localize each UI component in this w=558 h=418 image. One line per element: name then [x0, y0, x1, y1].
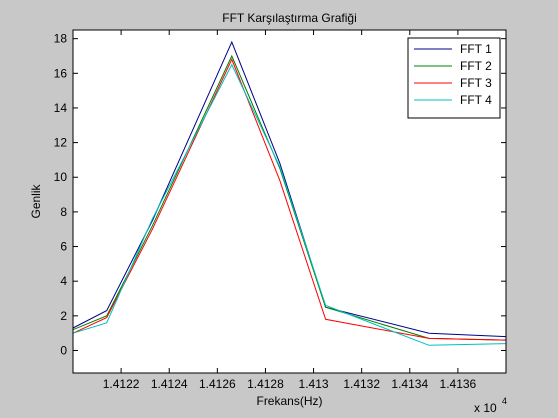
- x-tick-label: 1.4126: [199, 377, 236, 391]
- y-tick-label: 0: [60, 343, 67, 357]
- y-tick-label: 10: [54, 170, 68, 184]
- y-tick-label: 4: [60, 274, 67, 288]
- ticks-layer: 1.4122 1.4124 1.4126 1.4128 1.413 1.4132 1.413…: [54, 30, 506, 391]
- x-tick-label: 1.413: [299, 377, 329, 391]
- x-tick-label: 1.4136: [440, 377, 477, 391]
- y-axis-label: Genlik: [29, 183, 43, 218]
- x-axis-label: Frekans(Hz): [256, 394, 322, 408]
- legend-label-fft-4: FFT 4: [460, 93, 492, 107]
- x-tick-label: 1.4124: [151, 377, 188, 391]
- x-tick-label: 1.4134: [391, 377, 428, 391]
- legend-box: [407, 37, 501, 119]
- x-tick-label: 1.4122: [103, 377, 140, 391]
- legend-label-fft-1: FFT 1: [460, 42, 492, 56]
- series-line-fft-3: [72, 58, 507, 341]
- y-tick-label: 12: [54, 136, 68, 150]
- x-tick-label: 1.4132: [343, 377, 380, 391]
- y-tick-label: 6: [60, 240, 67, 254]
- legend-label-fft-2: FFT 2: [460, 59, 492, 73]
- plot-frame: [72, 29, 507, 374]
- x-exponent-label: x 10: [474, 401, 497, 415]
- legend-label-fft-3: FFT 3: [460, 76, 492, 90]
- legend: FFT 1 FFT 2 FFT 3 FFT 4: [407, 37, 501, 119]
- series-layer: [72, 40, 507, 346]
- y-tick-label: 18: [54, 32, 68, 46]
- y-tick-label: 14: [54, 101, 68, 115]
- chart-title: FFT Karşılaştırma Grafiği: [222, 11, 356, 25]
- x-tick-label: 1.4128: [247, 377, 284, 391]
- series-line-fft-1: [72, 40, 507, 338]
- series-line-fft-4: [72, 63, 507, 346]
- y-tick-label: 2: [60, 309, 67, 323]
- series-line-fft-2: [72, 54, 507, 341]
- x-exponent-power: 4: [502, 396, 507, 406]
- y-tick-label: 8: [60, 205, 67, 219]
- y-tick-label: 16: [54, 66, 68, 80]
